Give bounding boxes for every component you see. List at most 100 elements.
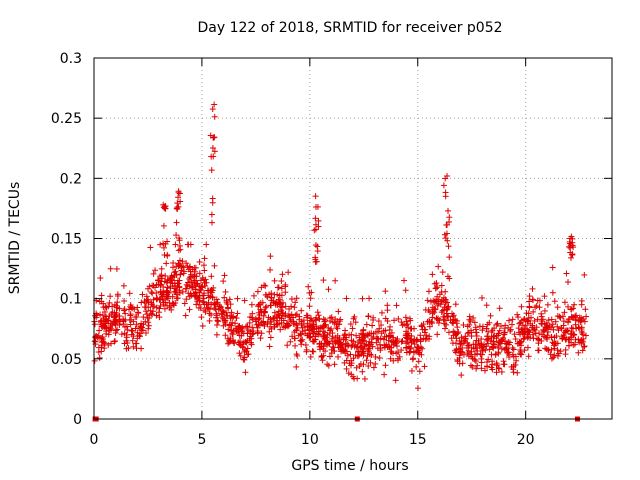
data-point [172, 289, 179, 296]
data-point [557, 348, 564, 355]
data-point [429, 314, 436, 321]
x-tick-label: 20 [517, 432, 535, 448]
data-point [420, 321, 427, 328]
data-point [363, 341, 370, 348]
data-point [479, 294, 486, 301]
data-point [571, 331, 578, 338]
data-point [254, 330, 261, 337]
data-point [509, 316, 516, 323]
data-point [312, 193, 319, 200]
data-point [203, 241, 210, 248]
data-point [336, 321, 343, 328]
data-point [401, 277, 408, 284]
data-point [387, 333, 394, 340]
data-point [558, 325, 565, 332]
data-point [530, 335, 537, 342]
data-point [331, 361, 338, 368]
data-point [529, 285, 536, 292]
data-point [449, 340, 456, 347]
data-point [323, 339, 330, 346]
data-point [566, 243, 573, 250]
data-point [568, 306, 575, 313]
data-point [363, 357, 370, 364]
data-point [173, 232, 180, 239]
data-point [101, 345, 108, 352]
data-point [439, 269, 446, 276]
data-point [256, 301, 263, 308]
data-point [206, 317, 213, 324]
data-point [208, 312, 215, 319]
data-point [408, 332, 415, 339]
data-point [446, 214, 453, 221]
data-point [97, 275, 104, 282]
data-point [429, 304, 436, 311]
data-point [438, 282, 445, 289]
data-point [430, 297, 437, 304]
data-point [286, 314, 293, 321]
data-point [277, 296, 284, 303]
data-point [551, 298, 558, 305]
data-point [441, 320, 448, 327]
data-point [173, 205, 180, 212]
data-point [488, 364, 495, 371]
data-point [392, 377, 399, 384]
data-point [472, 358, 479, 365]
data-point [96, 354, 103, 361]
data-point [472, 341, 479, 348]
data-point [372, 353, 379, 360]
data-point [457, 340, 464, 347]
data-point [212, 306, 219, 313]
data-point [101, 340, 108, 347]
data-point [426, 333, 433, 340]
data-point [149, 311, 156, 318]
data-point [382, 315, 389, 322]
data-point [136, 332, 143, 339]
data-point [517, 319, 524, 326]
data-point [360, 326, 367, 333]
data-point [326, 353, 333, 360]
data-point [268, 318, 275, 325]
data-point [268, 290, 275, 297]
data-point [425, 288, 432, 295]
data-point [563, 270, 570, 277]
data-point [554, 347, 561, 354]
data-point [485, 356, 492, 363]
data-point [105, 317, 112, 324]
data-point [352, 341, 359, 348]
data-point [388, 348, 395, 355]
data-point [179, 288, 186, 295]
data-point [343, 295, 350, 302]
data-point [525, 353, 532, 360]
data-point [123, 323, 130, 330]
data-point [429, 271, 436, 278]
chart-title: Day 122 of 2018, SRMTID for receiver p05… [197, 20, 502, 36]
data-point [347, 351, 354, 358]
data-point [147, 244, 154, 251]
x-tick-label: 5 [197, 432, 206, 448]
data-point [111, 338, 118, 345]
data-point [510, 346, 517, 353]
data-point [514, 369, 521, 376]
data-point [489, 327, 496, 334]
data-point [465, 353, 472, 360]
data-point [310, 348, 317, 355]
data-point [183, 296, 190, 303]
data-point [532, 304, 539, 311]
data-point [434, 331, 441, 338]
data-point [368, 339, 375, 346]
data-point [458, 372, 465, 379]
data-point [403, 340, 410, 347]
data-point [450, 316, 457, 323]
data-point [512, 336, 519, 343]
data-point [506, 339, 513, 346]
data-point [581, 343, 588, 350]
data-point [278, 277, 285, 284]
data-point [270, 297, 277, 304]
data-point [146, 312, 153, 319]
data-point [490, 338, 497, 345]
data-point [387, 323, 394, 330]
data-point [267, 266, 274, 273]
data-point [213, 331, 220, 338]
data-point [557, 314, 564, 321]
